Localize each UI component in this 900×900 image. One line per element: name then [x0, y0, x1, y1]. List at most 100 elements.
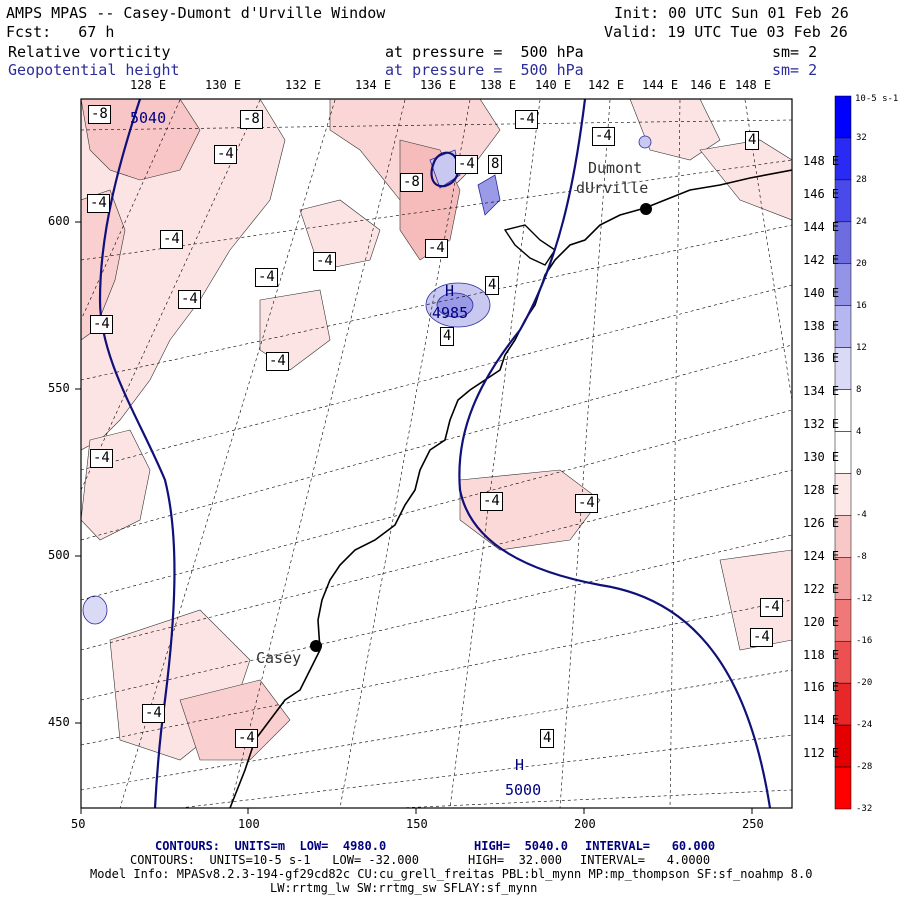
x-axis-tick-label: 50 — [71, 817, 86, 831]
vorticity-contour-label: -4 — [235, 729, 258, 748]
top-longitude-label: 132 E — [285, 78, 322, 92]
field1-name: Relative vorticity — [8, 43, 171, 61]
right-latitude-label: 124 E — [803, 548, 840, 563]
top-longitude-label: 138 E — [480, 78, 517, 92]
x-axis-tick-label: 150 — [406, 817, 428, 831]
map-title: AMPS MPAS -- Casey-Dumont d'Urville Wind… — [6, 4, 386, 22]
colorbar-unit: 10-5 s-1 — [855, 94, 899, 104]
right-latitude-label: 122 E — [803, 581, 840, 596]
vorticity-contour-label: -4 — [178, 290, 201, 309]
colorbar-tick-label: -16 — [856, 636, 873, 647]
vorticity-contour-label: -4 — [87, 194, 110, 213]
top-longitude-label: 148 E — [735, 78, 772, 92]
right-latitude-label: 146 E — [803, 186, 840, 201]
vorticity-contour-label: 4 — [745, 131, 760, 150]
colorbar-tick-label: 0 — [856, 468, 862, 479]
vorticity-contour-label: -4 — [266, 352, 289, 371]
x-axis-tick-label: 100 — [238, 817, 260, 831]
right-latitude-label: 118 E — [803, 647, 840, 662]
colorbar-tick-label: 4 — [856, 426, 862, 437]
dumont-durville-marker — [640, 203, 652, 215]
colorbar-tick-label: 16 — [856, 300, 867, 311]
vorticity-contour-label: -4 — [160, 230, 183, 249]
high-marker-h: H — [445, 282, 455, 300]
vorticity-contour-label: -4 — [90, 449, 113, 468]
vorticity-contour-label: -4 — [515, 110, 538, 129]
right-latitude-label: 138 E — [803, 318, 840, 333]
right-latitude-label: 130 E — [803, 450, 840, 465]
plot-frame — [80, 98, 793, 809]
right-latitude-label: 112 E — [803, 746, 840, 761]
vorticity-contour-label: 4 — [540, 729, 555, 748]
colorbar-tick-label: 24 — [856, 216, 867, 227]
x-axis-tick-label: 200 — [574, 817, 596, 831]
colorbar-tick-label: 12 — [856, 342, 867, 353]
top-longitude-label: 146 E — [690, 78, 727, 92]
right-latitude-label: 148 E — [803, 154, 840, 168]
field2-pressure: at pressure = 500 hPa — [385, 61, 584, 79]
colorbar-swatch — [834, 95, 852, 139]
colorbar-tick-label: 8 — [856, 384, 862, 395]
field1-pressure: at pressure = 500 hPa — [385, 43, 584, 61]
valid-time: Valid: 19 UTC Tue 03 Feb 26 — [604, 23, 848, 41]
colorbar-tick-label: -24 — [856, 720, 873, 731]
high-marker-h: H — [515, 756, 525, 774]
right-latitude-label: 132 E — [803, 417, 840, 432]
y-axis-tick-label: 450 — [48, 715, 70, 729]
axis-ticks — [75, 221, 753, 814]
vorticity-contour-label: -4 — [750, 628, 773, 647]
top-longitude-label: 128 E — [130, 78, 167, 92]
vorticity-contour-label: -4 — [760, 598, 783, 617]
colorbar-tick-label: 28 — [856, 174, 867, 185]
field2-name: Geopotential height — [8, 61, 180, 79]
place-durville: dUrville — [576, 179, 649, 197]
colorbar-tick-label: 20 — [856, 258, 867, 269]
right-latitude-label: 114 E — [803, 713, 840, 728]
vorticity-contour-label: -4 — [592, 127, 615, 146]
model-info-2: LW:rrtmg_lw SW:rrtmg_sw SFLAY:sf_mynn — [270, 881, 538, 895]
model-info: Model Info: MPASv8.2.3-194-gf29cd82c CU:… — [90, 867, 813, 881]
right-latitude-label: 116 E — [803, 680, 840, 695]
top-longitude-label: 140 E — [535, 78, 572, 92]
colorbar-tick-label: -8 — [856, 552, 867, 563]
vorticity-contour-label: -4 — [575, 494, 598, 513]
field1-smoothing: sm= 2 — [772, 43, 818, 61]
top-longitude-label: 144 E — [642, 78, 679, 92]
colorbar-tick-label: -32 — [856, 804, 873, 814]
contours1-label: CONTOURS: UNITS=m LOW= 4980.0 — [155, 839, 387, 853]
place-dumont: Dumont — [588, 159, 643, 177]
y-axis-tick-label: 600 — [48, 214, 70, 228]
colorbar-tick-label: -20 — [856, 678, 873, 689]
top-longitude-label: 136 E — [420, 78, 457, 92]
vorticity-contour-label: -4 — [313, 252, 336, 271]
vorticity-contour-label: -4 — [480, 492, 503, 511]
contours2-high: HIGH= 32.000 — [468, 853, 562, 867]
vorticity-contour-label: -8 — [240, 110, 263, 129]
top-longitude-label: 134 E — [355, 78, 392, 92]
casey-marker — [310, 640, 322, 652]
colorbar-tick-label: 32 — [856, 132, 867, 143]
height-label-4985: 4985 — [432, 304, 469, 322]
contours2-interval: INTERVAL= 4.0000 — [580, 853, 711, 867]
height-label-5040: 5040 — [130, 109, 167, 127]
graticule — [81, 99, 792, 808]
contours2-label: CONTOURS: UNITS=10-5 s-1 LOW= -32.000 — [130, 853, 419, 867]
right-latitude-label: 120 E — [803, 614, 840, 629]
vorticity-contour-label: -8 — [88, 105, 111, 124]
place-casey: Casey — [256, 649, 302, 667]
vorticity-contour-label: 4 — [440, 327, 455, 346]
top-longitude-label: 130 E — [205, 78, 242, 92]
top-longitude-label: 142 E — [588, 78, 625, 92]
init-time: Init: 00 UTC Sun 01 Feb 26 — [614, 4, 849, 22]
vorticity-contour-label: 8 — [488, 155, 503, 174]
colorbar-tick-label: -12 — [856, 594, 873, 605]
vorticity-contour-label: -4 — [142, 704, 165, 723]
right-latitude-label: 126 E — [803, 515, 840, 530]
contours1-interval: INTERVAL= 60.000 — [585, 839, 716, 853]
forecast-hour: Fcst: 67 h — [6, 23, 115, 41]
vorticity-contour-label: -4 — [90, 315, 113, 334]
vorticity-contour-label: 4 — [485, 276, 500, 295]
right-latitude-label: 134 E — [803, 384, 840, 399]
colorbar-tick-label: -4 — [856, 510, 867, 521]
